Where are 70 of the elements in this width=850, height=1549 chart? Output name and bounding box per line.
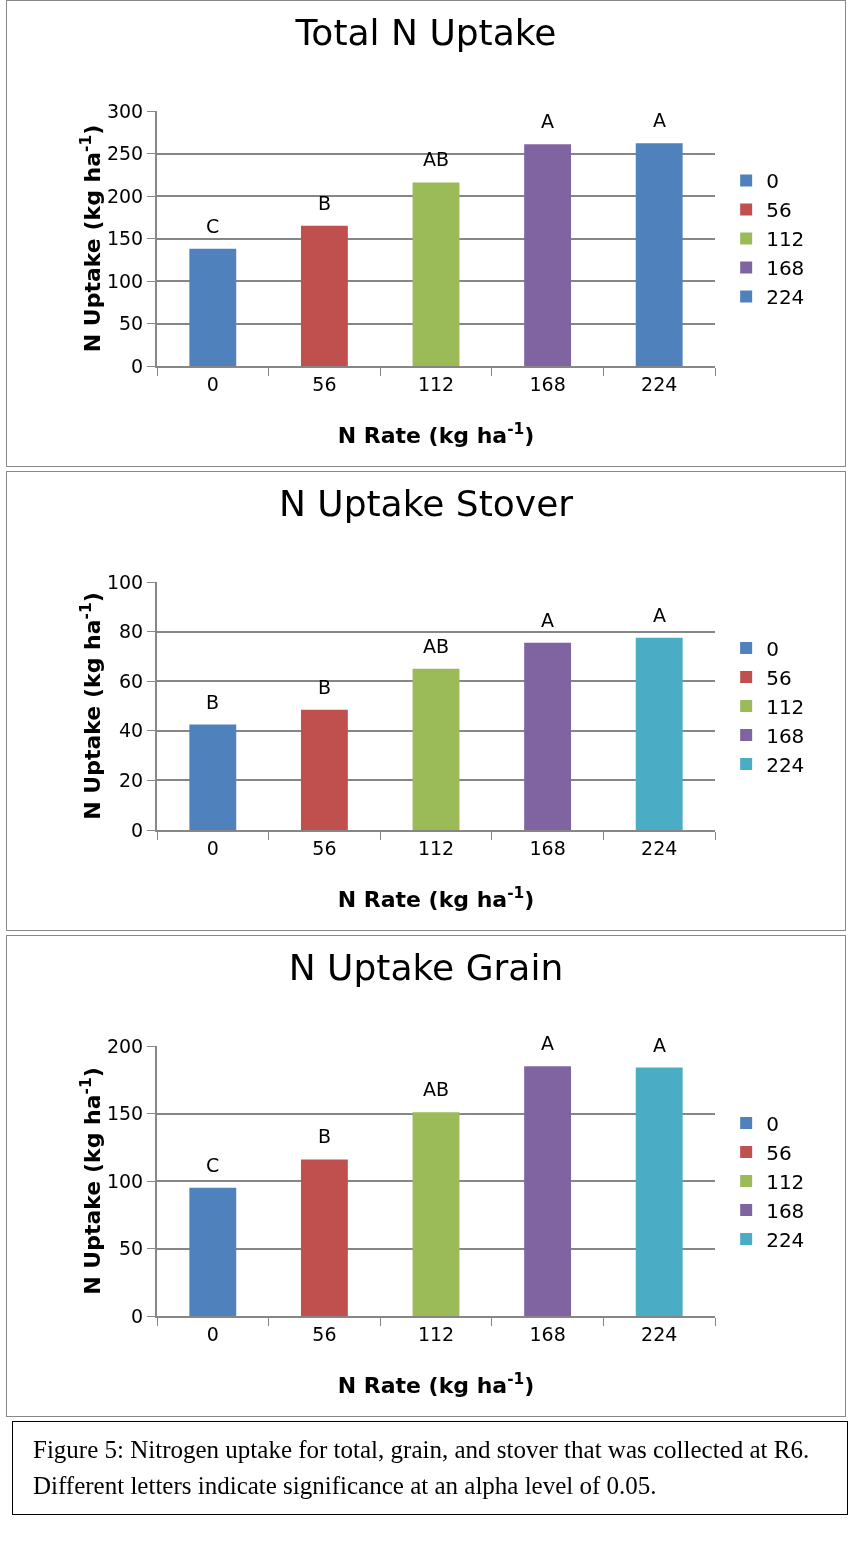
y-tick-label: 100: [106, 269, 144, 292]
x-tick-label: 56: [312, 836, 337, 859]
x-tick-label: 112: [417, 1322, 455, 1345]
y-tick-label: 0: [131, 354, 144, 377]
y-tick-label: 150: [106, 1102, 144, 1125]
x-axis-title: N Rate (kg ha$^{-1}$): [337, 883, 535, 912]
legend-label: 0: [766, 1111, 779, 1136]
legend-label: 168: [766, 256, 805, 281]
x-axis-title: N Rate (kg ha$^{-1}$): [337, 419, 535, 448]
annotation: AB: [423, 148, 450, 170]
x-tick-label: 168: [529, 1322, 566, 1345]
x-tick-label: 224: [641, 1322, 678, 1345]
y-tick-label: 100: [106, 570, 144, 593]
annotation: A: [653, 1034, 666, 1056]
x-tick-label: 112: [417, 372, 455, 395]
annotation: A: [653, 109, 666, 131]
legend-label: 0: [766, 169, 779, 194]
y-tick-label: 50: [119, 312, 144, 335]
legend-label: 224: [766, 1227, 805, 1252]
x-tick-label: 56: [312, 372, 337, 395]
chart-title: Total N Uptake: [294, 11, 557, 53]
y-tick-label: 150: [106, 227, 144, 250]
annotation: AB: [423, 1078, 450, 1100]
legend-label: 112: [766, 1169, 805, 1194]
x-tick-label: 0: [206, 836, 219, 859]
x-tick-label: 224: [641, 372, 678, 395]
y-tick-label: 300: [106, 99, 144, 122]
x-tick-label: 224: [641, 836, 678, 859]
chart-title: N Uptake Grain: [288, 947, 564, 989]
annotation: A: [541, 609, 554, 631]
x-tick-label: 168: [529, 372, 566, 395]
y-tick-label: 50: [119, 1237, 144, 1260]
annotation: A: [541, 1032, 554, 1054]
annotation: A: [541, 110, 554, 132]
legend-label: 56: [766, 1140, 792, 1165]
y-tick-label: 40: [119, 719, 144, 742]
legend-label: 168: [766, 723, 805, 748]
x-tick-label: 168: [529, 836, 566, 859]
chart-title: N Uptake Stover: [278, 482, 574, 524]
legend-label: 112: [766, 694, 805, 719]
x-tick-label: 112: [417, 836, 455, 859]
y-tick-label: 80: [119, 620, 144, 643]
y-tick-label: 0: [131, 818, 144, 841]
legend-label: 56: [766, 198, 792, 223]
caption: Figure 5: Nitrogen uptake for total, grain, and stover that was collected at R6. Different letters indicate significance at an alpha level of 0.05.: [12, 1421, 848, 1515]
legend-label: 168: [766, 1198, 805, 1223]
y-tick-label: 250: [106, 142, 144, 165]
y-tick-label: 60: [119, 669, 144, 692]
annotation: C: [206, 1154, 220, 1176]
y-tick-label: 200: [106, 184, 144, 207]
x-tick-label: 0: [206, 1322, 219, 1345]
annotation: A: [653, 604, 666, 626]
annotation: B: [318, 676, 332, 698]
x-tick-label: 0: [206, 372, 219, 395]
annotation: B: [318, 1125, 332, 1147]
legend-label: 224: [766, 285, 805, 310]
x-axis-title: N Rate (kg ha$^{-1}$): [337, 1369, 535, 1398]
annotation: B: [318, 192, 332, 214]
legend-label: 112: [766, 227, 805, 252]
y-tick-label: 20: [119, 769, 144, 792]
x-tick-label: 56: [312, 1322, 337, 1345]
annotation: C: [206, 215, 220, 237]
y-tick-label: 0: [131, 1304, 144, 1327]
annotation: AB: [423, 635, 450, 657]
legend-label: 0: [766, 636, 779, 661]
annotation: B: [206, 691, 220, 713]
y-tick-label: 200: [106, 1034, 144, 1057]
y-tick-label: 100: [106, 1169, 144, 1192]
legend-label: 224: [766, 752, 805, 777]
legend-label: 56: [766, 665, 792, 690]
